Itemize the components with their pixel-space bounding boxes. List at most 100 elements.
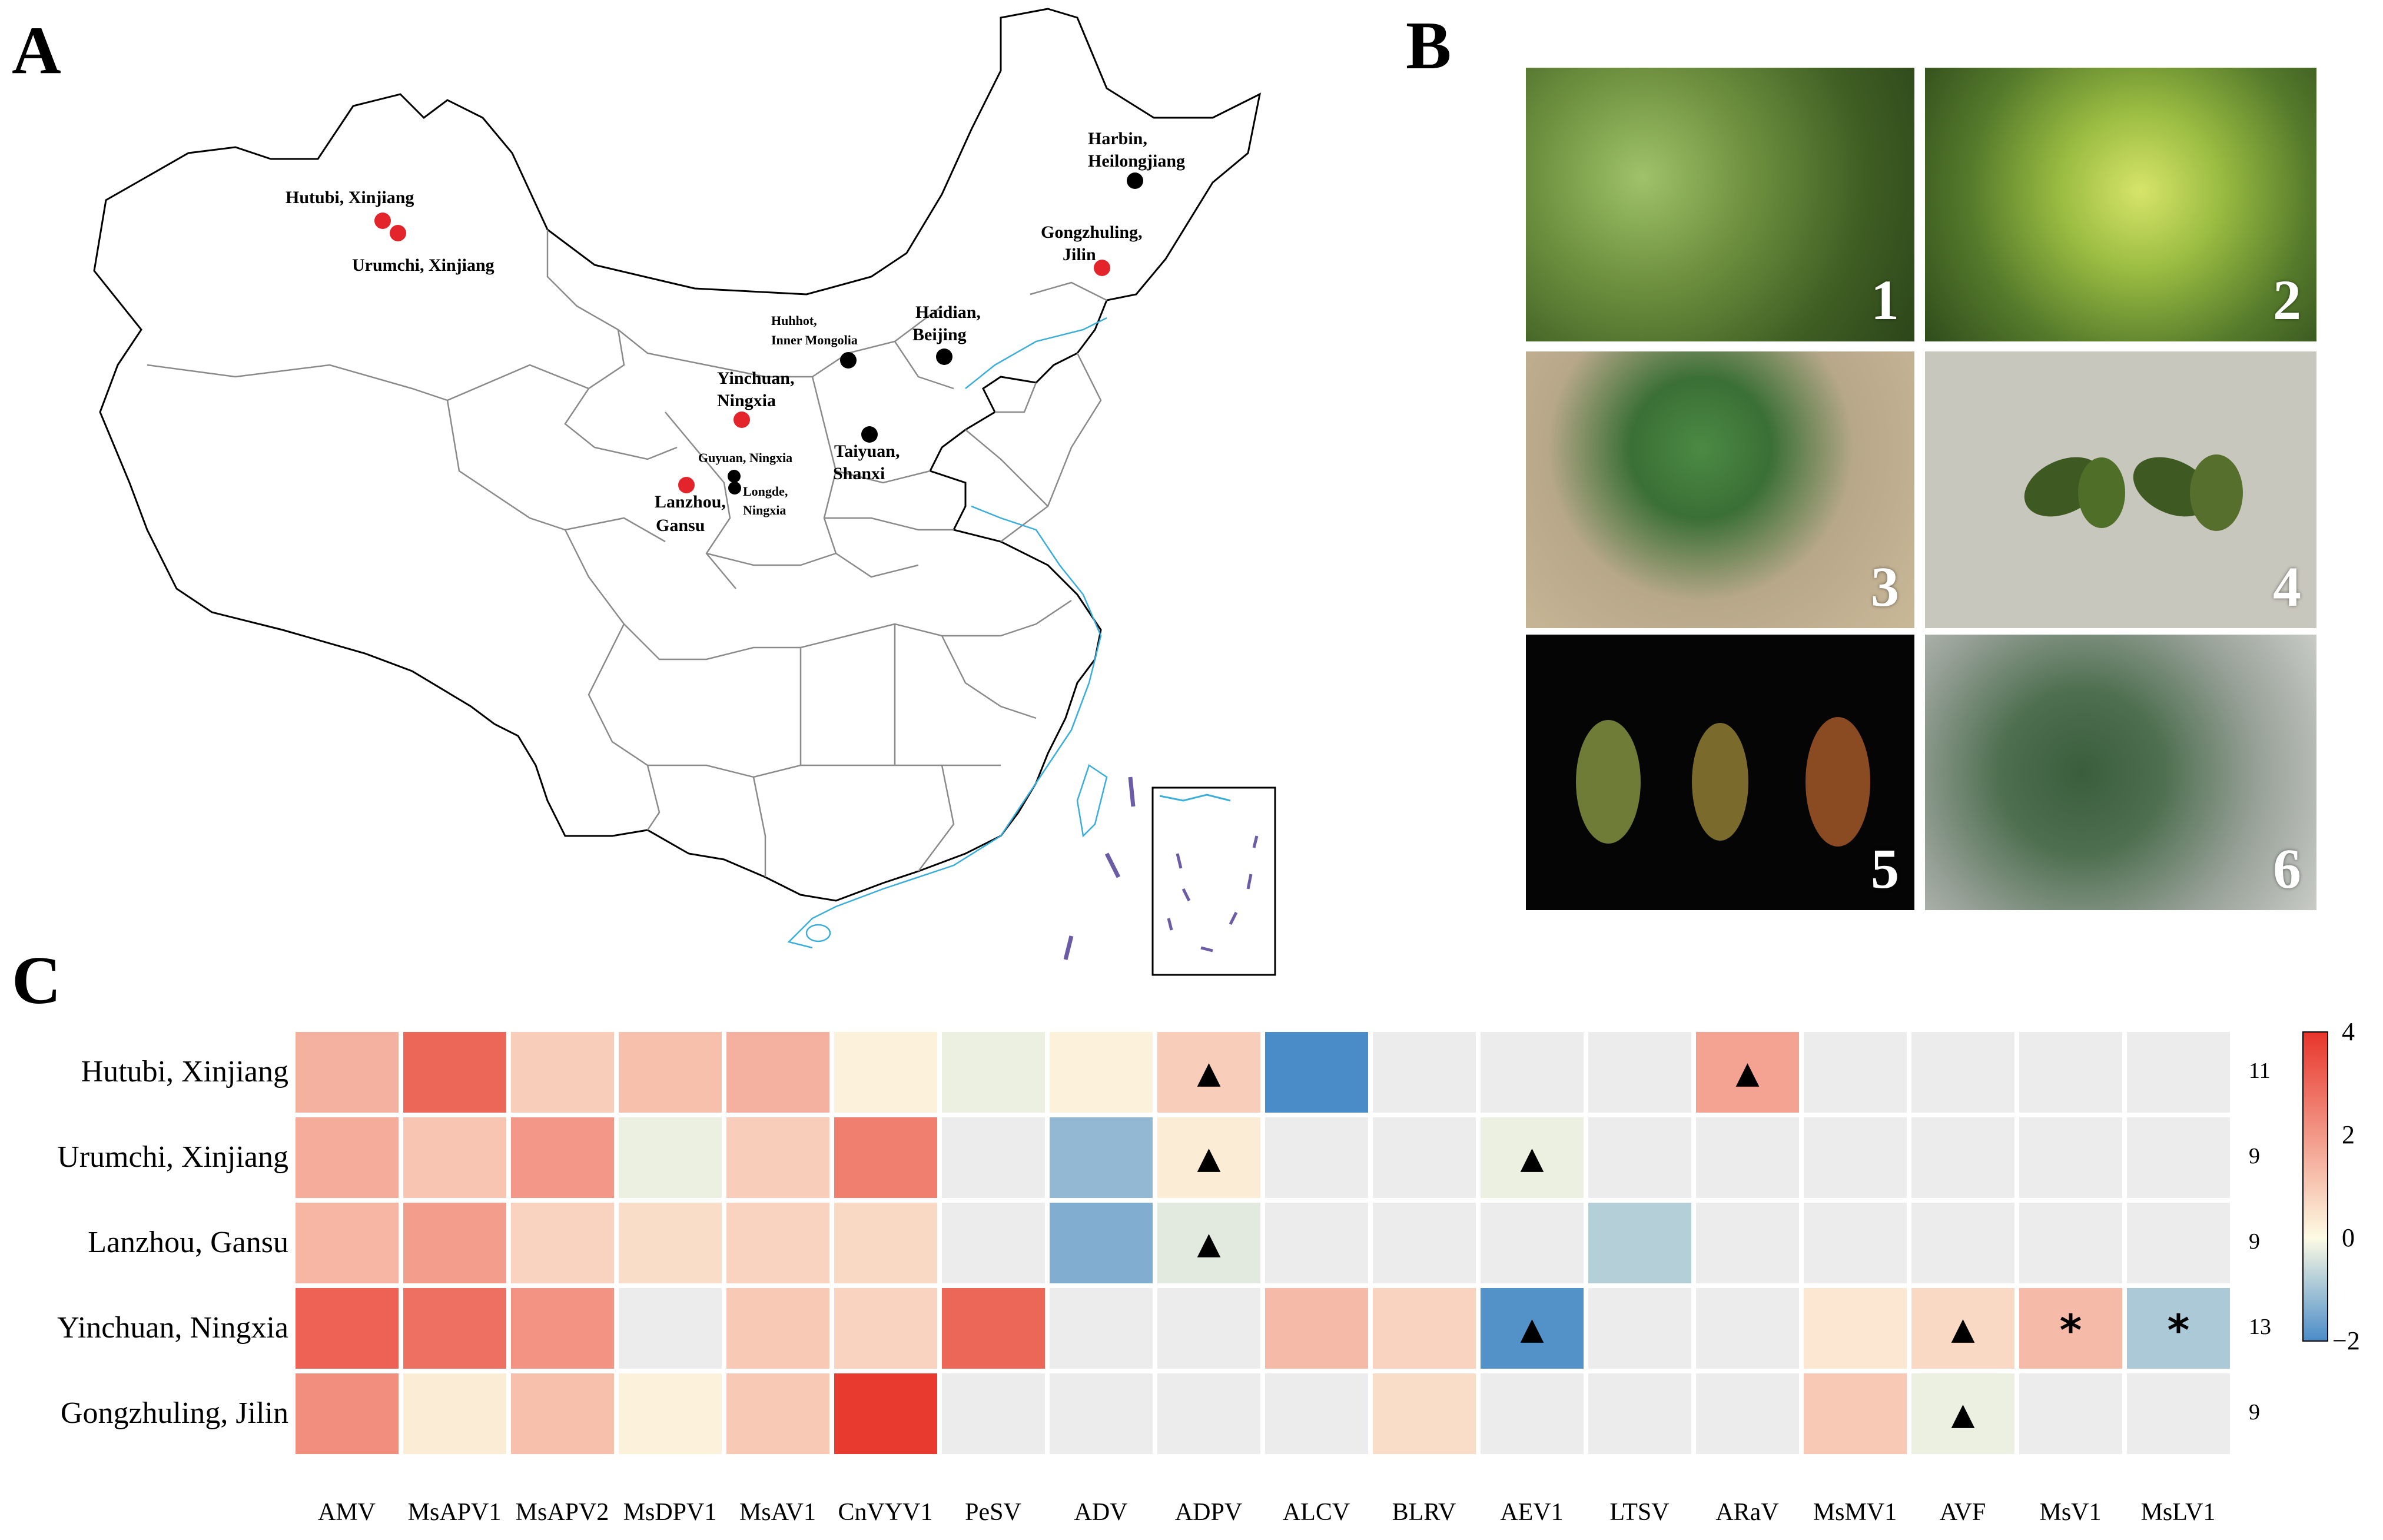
triangle-marker: ▲ <box>1951 1397 1975 1432</box>
heatmap-cell <box>1265 1203 1368 1283</box>
heatmap-column-label: MsV1 <box>2039 1499 2102 1526</box>
label-yinchuan-2: Ningxia <box>717 391 776 410</box>
heatmap-cell <box>1804 1288 1907 1369</box>
heatmap-cell <box>1050 1032 1153 1113</box>
heatmap-row-count: 9 <box>2249 1144 2260 1169</box>
triangle-marker: ▲ <box>1197 1141 1221 1176</box>
heatmap-cell <box>619 1032 722 1113</box>
panel-label-c: C <box>12 943 61 1018</box>
site-taiyuan <box>861 426 878 443</box>
china-outline <box>93 8 1262 902</box>
site-urumchi <box>390 225 406 241</box>
label-huhhot-1: Huhhot, <box>771 313 817 328</box>
heatmap-cell <box>1265 1032 1368 1113</box>
heatmap-cell <box>511 1117 614 1198</box>
heatmap-cell <box>942 1032 1045 1113</box>
heatmap-cell <box>726 1203 829 1283</box>
heatmap-column-label: AVF <box>1939 1499 1986 1526</box>
heatmap-column-label: ADV <box>1074 1499 1128 1526</box>
leaf-illustration <box>1576 717 1870 847</box>
heatmap-cell <box>296 1203 399 1283</box>
heatmap-row-count: 13 <box>2249 1315 2271 1339</box>
colorbar-tick-label: 0 <box>2342 1223 2355 1252</box>
heatmap-cell <box>726 1032 829 1113</box>
photo-1: 1 <box>1526 68 1914 341</box>
colorbar-tick-label: 4 <box>2342 1017 2355 1046</box>
heatmap-cell <box>403 1032 506 1113</box>
heatmap-cell <box>1050 1288 1153 1369</box>
heatmap-cell <box>1481 1203 1584 1283</box>
heatmap-column-label: BLRV <box>1392 1499 1456 1526</box>
triangle-marker: ▲ <box>1951 1312 1975 1347</box>
province-borders <box>147 230 1107 877</box>
heatmap-cell <box>1911 1288 2014 1369</box>
heatmap-cell <box>1911 1373 2014 1454</box>
label-lanzhou-1: Lanzhou, <box>655 492 726 512</box>
heatmap-cell <box>1265 1373 1368 1454</box>
heatmap-row-count: 11 <box>2249 1058 2271 1083</box>
panel-label-b: B <box>1406 8 1452 84</box>
site-huhhot <box>840 352 857 369</box>
heatmap-cell <box>1481 1117 1584 1198</box>
heatmap-cell <box>942 1203 1045 1283</box>
heatmap-row-label: Lanzhou, Gansu <box>88 1226 288 1259</box>
heatmap-cell <box>619 1117 722 1198</box>
photo-3: 3 <box>1526 351 1914 628</box>
dash-lines <box>1063 776 1136 960</box>
label-taiyuan-1: Taiyuan, <box>834 442 900 461</box>
heatmap-cell <box>1588 1373 1691 1454</box>
site-yinchuan <box>734 411 750 428</box>
label-longde-2: Ningxia <box>743 503 786 517</box>
heatmap-row-label: Gongzhuling, Jilin <box>60 1396 288 1430</box>
heatmap-cell <box>2127 1117 2230 1198</box>
heatmap-cell <box>619 1373 722 1454</box>
colorbar-tick-label: 2 <box>2342 1120 2355 1149</box>
heatmap-cell <box>1481 1288 1584 1369</box>
heatmap-cell <box>403 1373 506 1454</box>
heatmap-column-label: MsMV1 <box>1813 1499 1897 1526</box>
photo-number: 5 <box>1871 837 1899 900</box>
label-urumchi: Urumchi, Xinjiang <box>352 255 494 275</box>
heatmap-cell <box>1588 1032 1691 1113</box>
heatmap-cell <box>511 1203 614 1283</box>
heatmap-cell <box>1265 1117 1368 1198</box>
heatmap-cell <box>2019 1117 2122 1198</box>
heatmap-cell <box>1373 1288 1476 1369</box>
heatmap-column-label: ADPV <box>1174 1499 1243 1526</box>
heatmap-column-label: CnVYV1 <box>838 1499 933 1526</box>
heatmap-cell <box>296 1373 399 1454</box>
heatmap-cell <box>1696 1373 1799 1454</box>
heatmap-cell <box>619 1203 722 1283</box>
heatmap-cell <box>834 1117 937 1198</box>
photo-number: 6 <box>2273 837 2301 900</box>
heatmap-cell <box>296 1032 399 1113</box>
heatmap-cell <box>942 1117 1045 1198</box>
label-huhhot-2: Inner Mongolia <box>771 333 858 347</box>
heatmap-cell <box>619 1288 722 1369</box>
triangle-marker: ▲ <box>1736 1056 1760 1091</box>
site-longde <box>728 482 741 494</box>
heatmap-cell <box>1911 1203 2014 1283</box>
heatmap-cell <box>2019 1203 2122 1283</box>
heatmap-cell <box>1157 1288 1260 1369</box>
heatmap-column-label: MsAPV2 <box>515 1499 609 1526</box>
label-harbin-2: Heilongjiang <box>1088 151 1185 171</box>
heatmap-cell <box>1050 1117 1153 1198</box>
heatmap-cell <box>296 1117 399 1198</box>
site-harbin <box>1127 172 1143 189</box>
label-lanzhou-2: Gansu <box>656 516 705 535</box>
heatmap-cell <box>2127 1288 2230 1369</box>
label-guyuan: Guyuan, Ningxia <box>698 450 792 465</box>
heatmap-cell <box>1804 1373 1907 1454</box>
colorbar <box>2302 1031 2328 1342</box>
label-taiyuan-2: Shanxi <box>833 464 885 483</box>
photo-6: 6 <box>1925 635 2316 910</box>
heatmap-cell <box>1265 1288 1368 1369</box>
heatmap-cell <box>1696 1203 1799 1283</box>
heatmap-cell <box>511 1288 614 1369</box>
triangle-marker: ▲ <box>1521 1141 1544 1176</box>
heatmap-column-label: PeSV <box>965 1499 1021 1526</box>
heatmap-cell <box>296 1288 399 1369</box>
heatmap-column-label: MsAV1 <box>739 1499 816 1526</box>
heatmap-column-label: ALCV <box>1282 1499 1350 1526</box>
